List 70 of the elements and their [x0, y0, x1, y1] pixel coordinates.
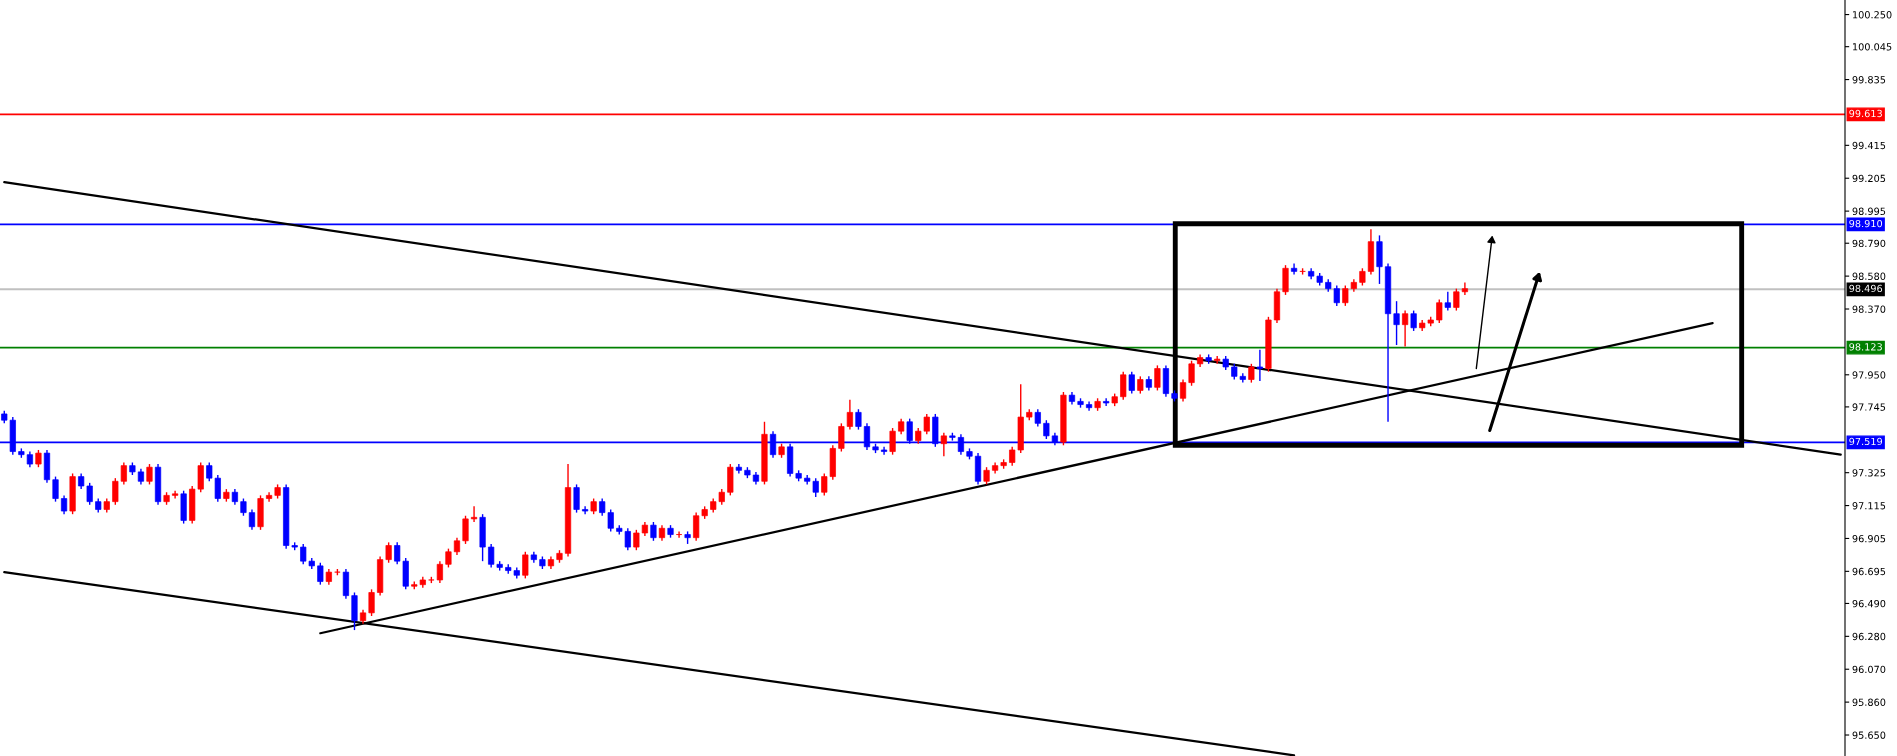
candlestick — [1290, 262, 1298, 276]
candlestick — [60, 494, 68, 515]
y-tick-label: 95.650 — [1852, 731, 1886, 739]
candlestick — [265, 491, 273, 503]
y-tick-label: 99.205 — [1852, 174, 1886, 183]
y-tick-label: 96.695 — [1852, 567, 1886, 576]
ref-line-label: 98.123 — [1849, 343, 1882, 351]
candlestick — [1043, 419, 1050, 440]
y-tick-label: 96.070 — [1852, 665, 1886, 674]
ref-line-label: 98.910 — [1849, 219, 1883, 228]
candlestick — [1402, 309, 1409, 348]
candlestick — [1410, 309, 1417, 332]
y-tick-label: 98.580 — [1852, 272, 1886, 280]
candlestick — [633, 529, 640, 551]
y-tick-label: 96.905 — [1852, 534, 1886, 543]
ref-line-label: 97.519 — [1849, 437, 1883, 446]
y-tick-label: 97.950 — [1852, 371, 1886, 379]
y-tick-label: 97.115 — [1852, 502, 1886, 510]
candlestick — [1444, 291, 1451, 312]
candlestick — [522, 551, 529, 580]
candlestick — [1256, 349, 1263, 382]
candlestick — [855, 408, 862, 431]
candlestick — [1085, 400, 1093, 412]
candlestick — [889, 427, 896, 456]
y-tick-label: 96.490 — [1852, 599, 1886, 608]
candlestick — [436, 560, 443, 584]
candlestick — [1393, 300, 1400, 346]
candlestick — [52, 475, 59, 503]
candlestick — [172, 489, 179, 500]
candlestick — [317, 562, 324, 586]
candlestick — [1461, 281, 1468, 296]
candlestick — [650, 521, 657, 542]
candlestick — [1282, 264, 1289, 296]
ref-line-label: 98.496 — [1849, 284, 1883, 293]
candlestick — [880, 446, 888, 456]
candlestick — [248, 508, 256, 531]
y-tick-label: 99.415 — [1852, 141, 1886, 150]
candlestick — [1436, 298, 1443, 324]
y-tick-label: 98.370 — [1852, 305, 1886, 313]
candlestick — [838, 422, 845, 453]
candlestick — [846, 399, 853, 431]
candlestick — [1214, 355, 1221, 365]
candlestick — [462, 515, 469, 545]
y-tick-label: 96.280 — [1852, 632, 1886, 641]
candlestick — [445, 547, 452, 569]
candlestick — [470, 505, 478, 523]
candlestick — [1179, 378, 1187, 403]
candlestick — [582, 505, 589, 515]
candlestick — [385, 541, 392, 564]
candlestick — [573, 483, 580, 514]
candlestick — [1128, 370, 1135, 395]
y-tick-label: 98.995 — [1852, 207, 1886, 215]
y-tick-label: 99.835 — [1852, 76, 1886, 84]
y-tick-label: 100.250 — [1853, 11, 1892, 19]
candlestick — [1103, 397, 1110, 407]
candlestick — [368, 588, 375, 617]
candlestick — [1120, 370, 1127, 401]
y-tick-label: 95.860 — [1852, 698, 1886, 706]
ref-line-label: 99.613 — [1849, 109, 1882, 118]
candlestick — [342, 568, 350, 600]
candlestick — [1154, 364, 1161, 392]
y-tick-label: 97.325 — [1852, 469, 1886, 477]
y-tick-label: 100.045 — [1853, 43, 1892, 51]
candlestick — [1248, 363, 1255, 384]
candlestick — [940, 432, 947, 457]
candlestick — [146, 463, 153, 486]
candlestick — [1188, 359, 1195, 387]
y-tick-label: 98.790 — [1852, 239, 1886, 248]
y-tick-label: 97.745 — [1852, 403, 1886, 411]
candlestick — [1453, 287, 1460, 312]
